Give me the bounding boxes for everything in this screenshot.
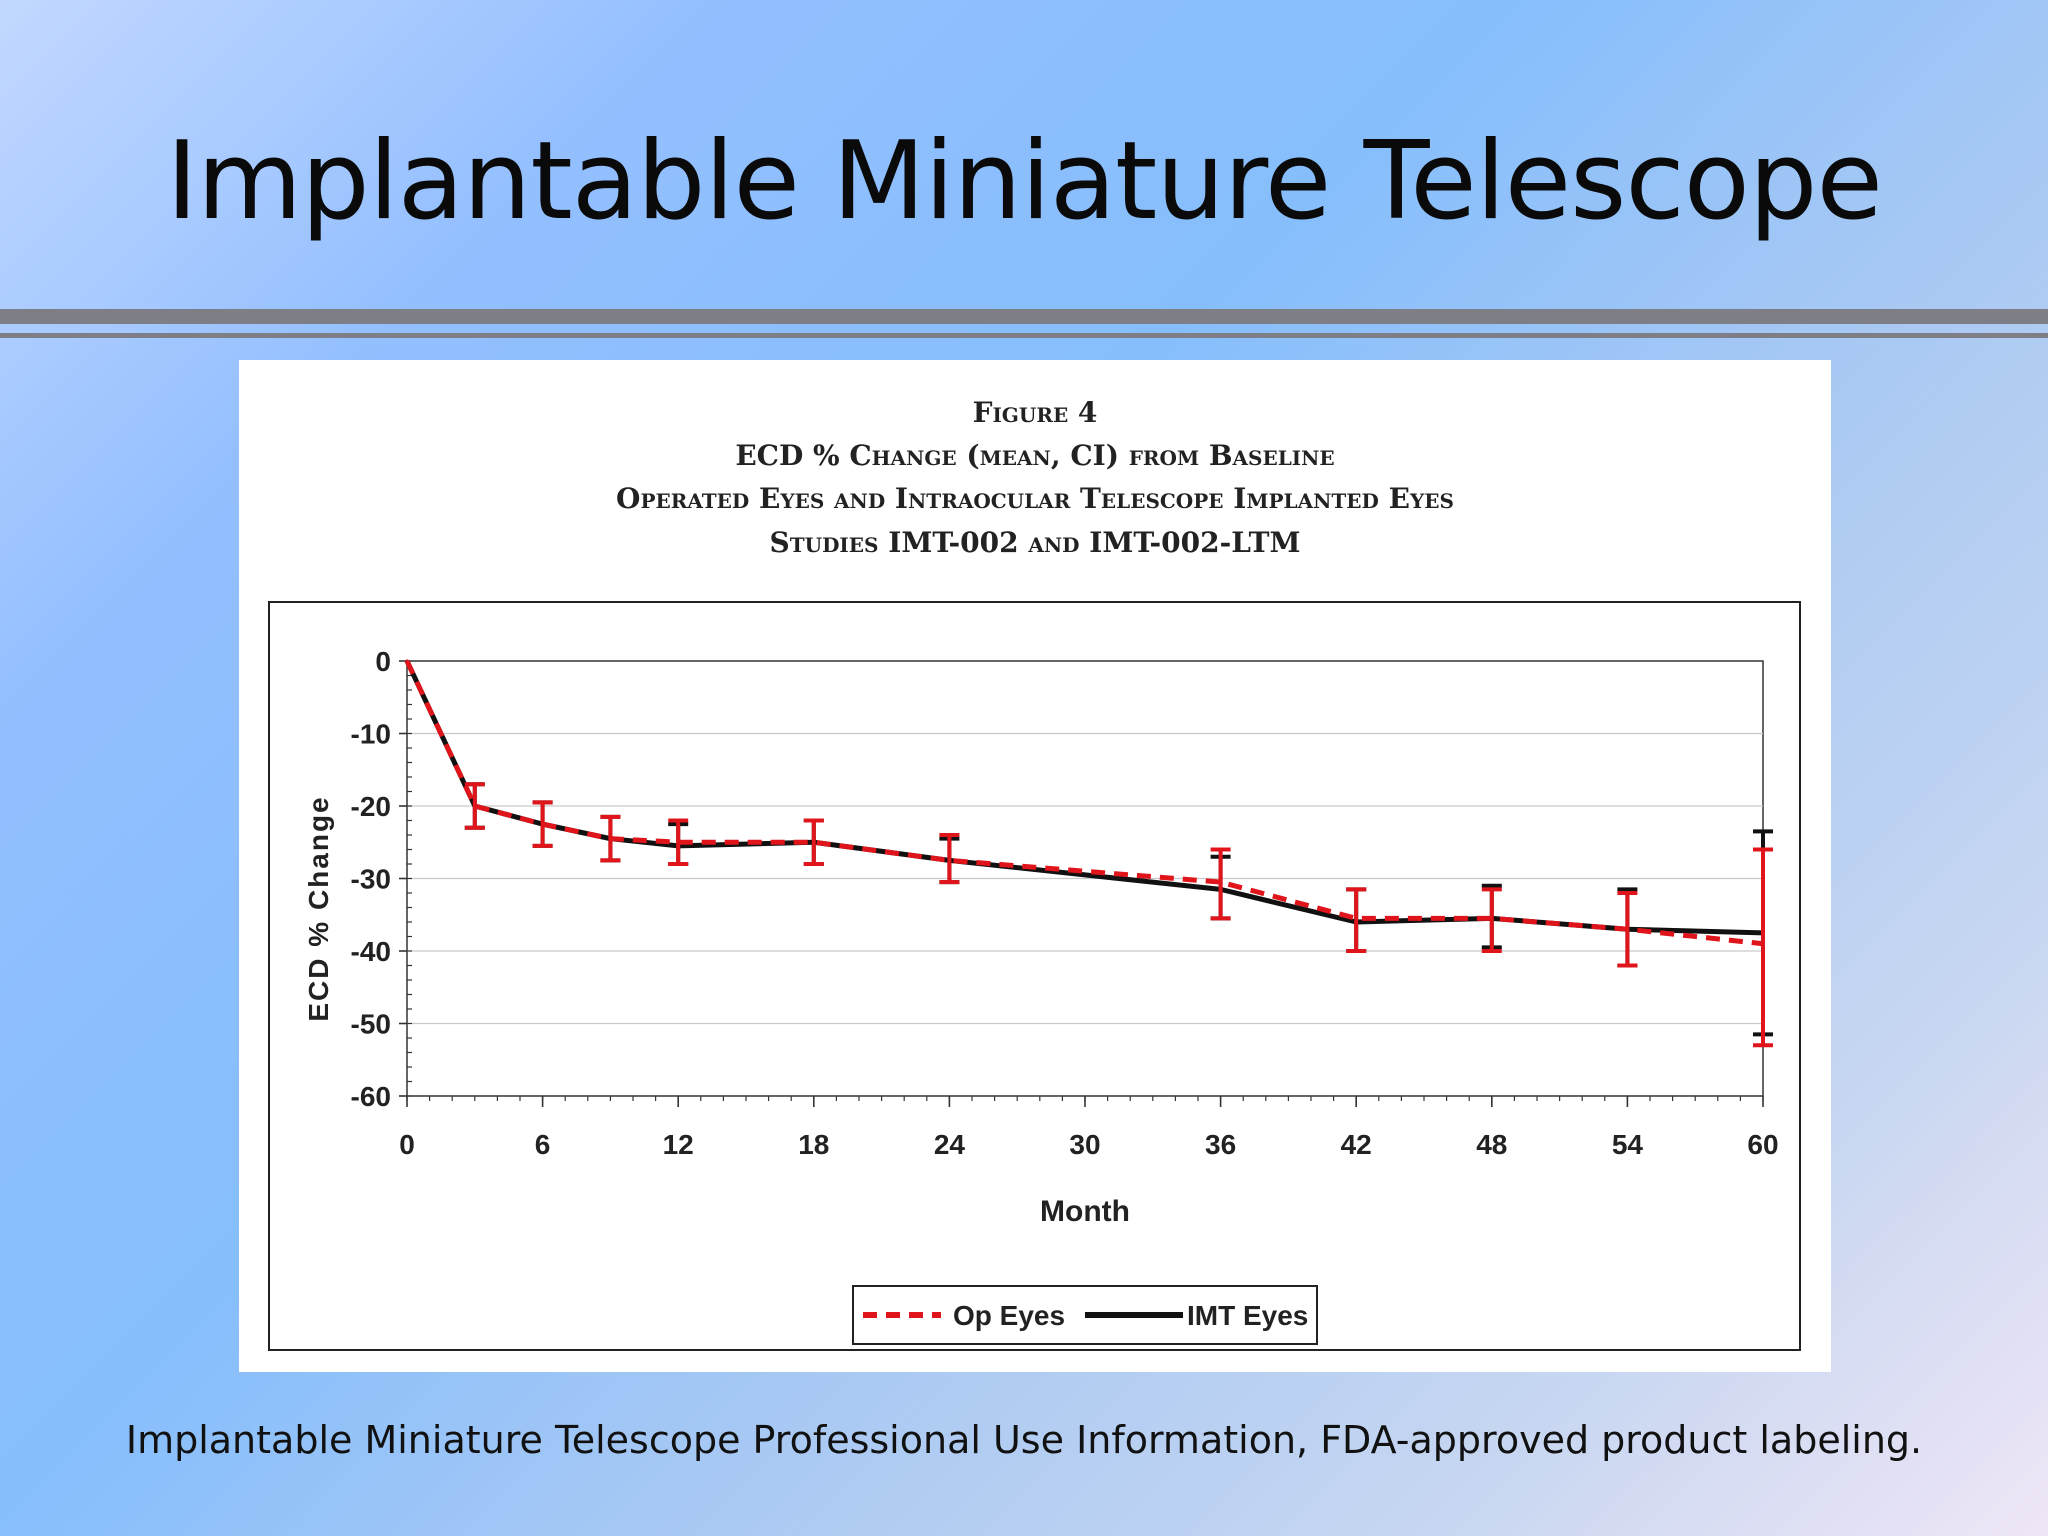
data-point: [1219, 880, 1223, 884]
y-tick-label: -50: [351, 1009, 391, 1040]
data-point: [473, 804, 477, 808]
ecd-line-chart: 0 -10 -20 -30 -40 -50 -60 0 6 12 18 24 30 36 42 48 54 60 M…: [268, 601, 1801, 1351]
figure-caption-line-1: Figure 4: [972, 396, 1098, 429]
data-point: [405, 659, 409, 663]
x-tick-label: 12: [663, 1129, 694, 1160]
y-tick-label: -60: [351, 1081, 391, 1112]
legend-label-op-eyes: Op Eyes: [953, 1300, 1065, 1331]
x-tick-label: 18: [798, 1129, 829, 1160]
y-tick-label: 0: [375, 646, 391, 677]
series-line-op-eyes: [404, 659, 1764, 947]
x-tick-label: 36: [1205, 1129, 1236, 1160]
chart-frame: [268, 601, 1801, 1351]
x-tick-label: 60: [1747, 1129, 1778, 1160]
data-point: [1761, 942, 1765, 946]
data-point: [947, 858, 951, 862]
x-axis-label: Month: [1040, 1195, 1130, 1228]
x-tick-label: 0: [399, 1129, 415, 1160]
figure-panel: Figure 4 ECD % Change (mean, CI) from Ba…: [239, 360, 1831, 1372]
y-tick-label: -20: [351, 791, 391, 822]
data-point: [608, 837, 612, 841]
x-tick-label: 54: [1612, 1129, 1644, 1160]
y-tick-label: -30: [351, 864, 391, 895]
x-tick-label: 24: [934, 1129, 966, 1160]
source-citation: Implantable Miniature Telescope Professi…: [125, 1418, 1923, 1462]
data-point: [812, 840, 816, 844]
title-divider: [0, 309, 2048, 324]
figure-caption-line-3: Operated Eyes and Intraocular Telescope …: [616, 482, 1454, 515]
data-point: [1490, 916, 1494, 920]
data-point: [1625, 927, 1629, 931]
x-tick-label: 42: [1341, 1129, 1372, 1160]
y-tick-label: -40: [351, 936, 391, 967]
x-tick-label: 30: [1069, 1129, 1100, 1160]
title-divider-thin: [0, 333, 2048, 338]
slide-title: Implantable Miniature Telescope: [166, 119, 1883, 244]
y-tick-label: -10: [351, 719, 391, 750]
figure-caption-line-2: ECD % Change (mean, CI) from Baseline: [735, 439, 1335, 472]
data-point: [541, 822, 545, 826]
figure-caption-line-4: Studies IMT-002 and IMT-002-LTM: [769, 526, 1301, 559]
data-point: [1354, 916, 1358, 920]
x-tick-label: 48: [1476, 1129, 1507, 1160]
legend-label-imt-eyes: IMT Eyes: [1187, 1300, 1308, 1331]
y-axis-label: ECD % Change: [303, 795, 334, 1021]
data-point: [676, 840, 680, 844]
x-tick-label: 6: [535, 1129, 551, 1160]
